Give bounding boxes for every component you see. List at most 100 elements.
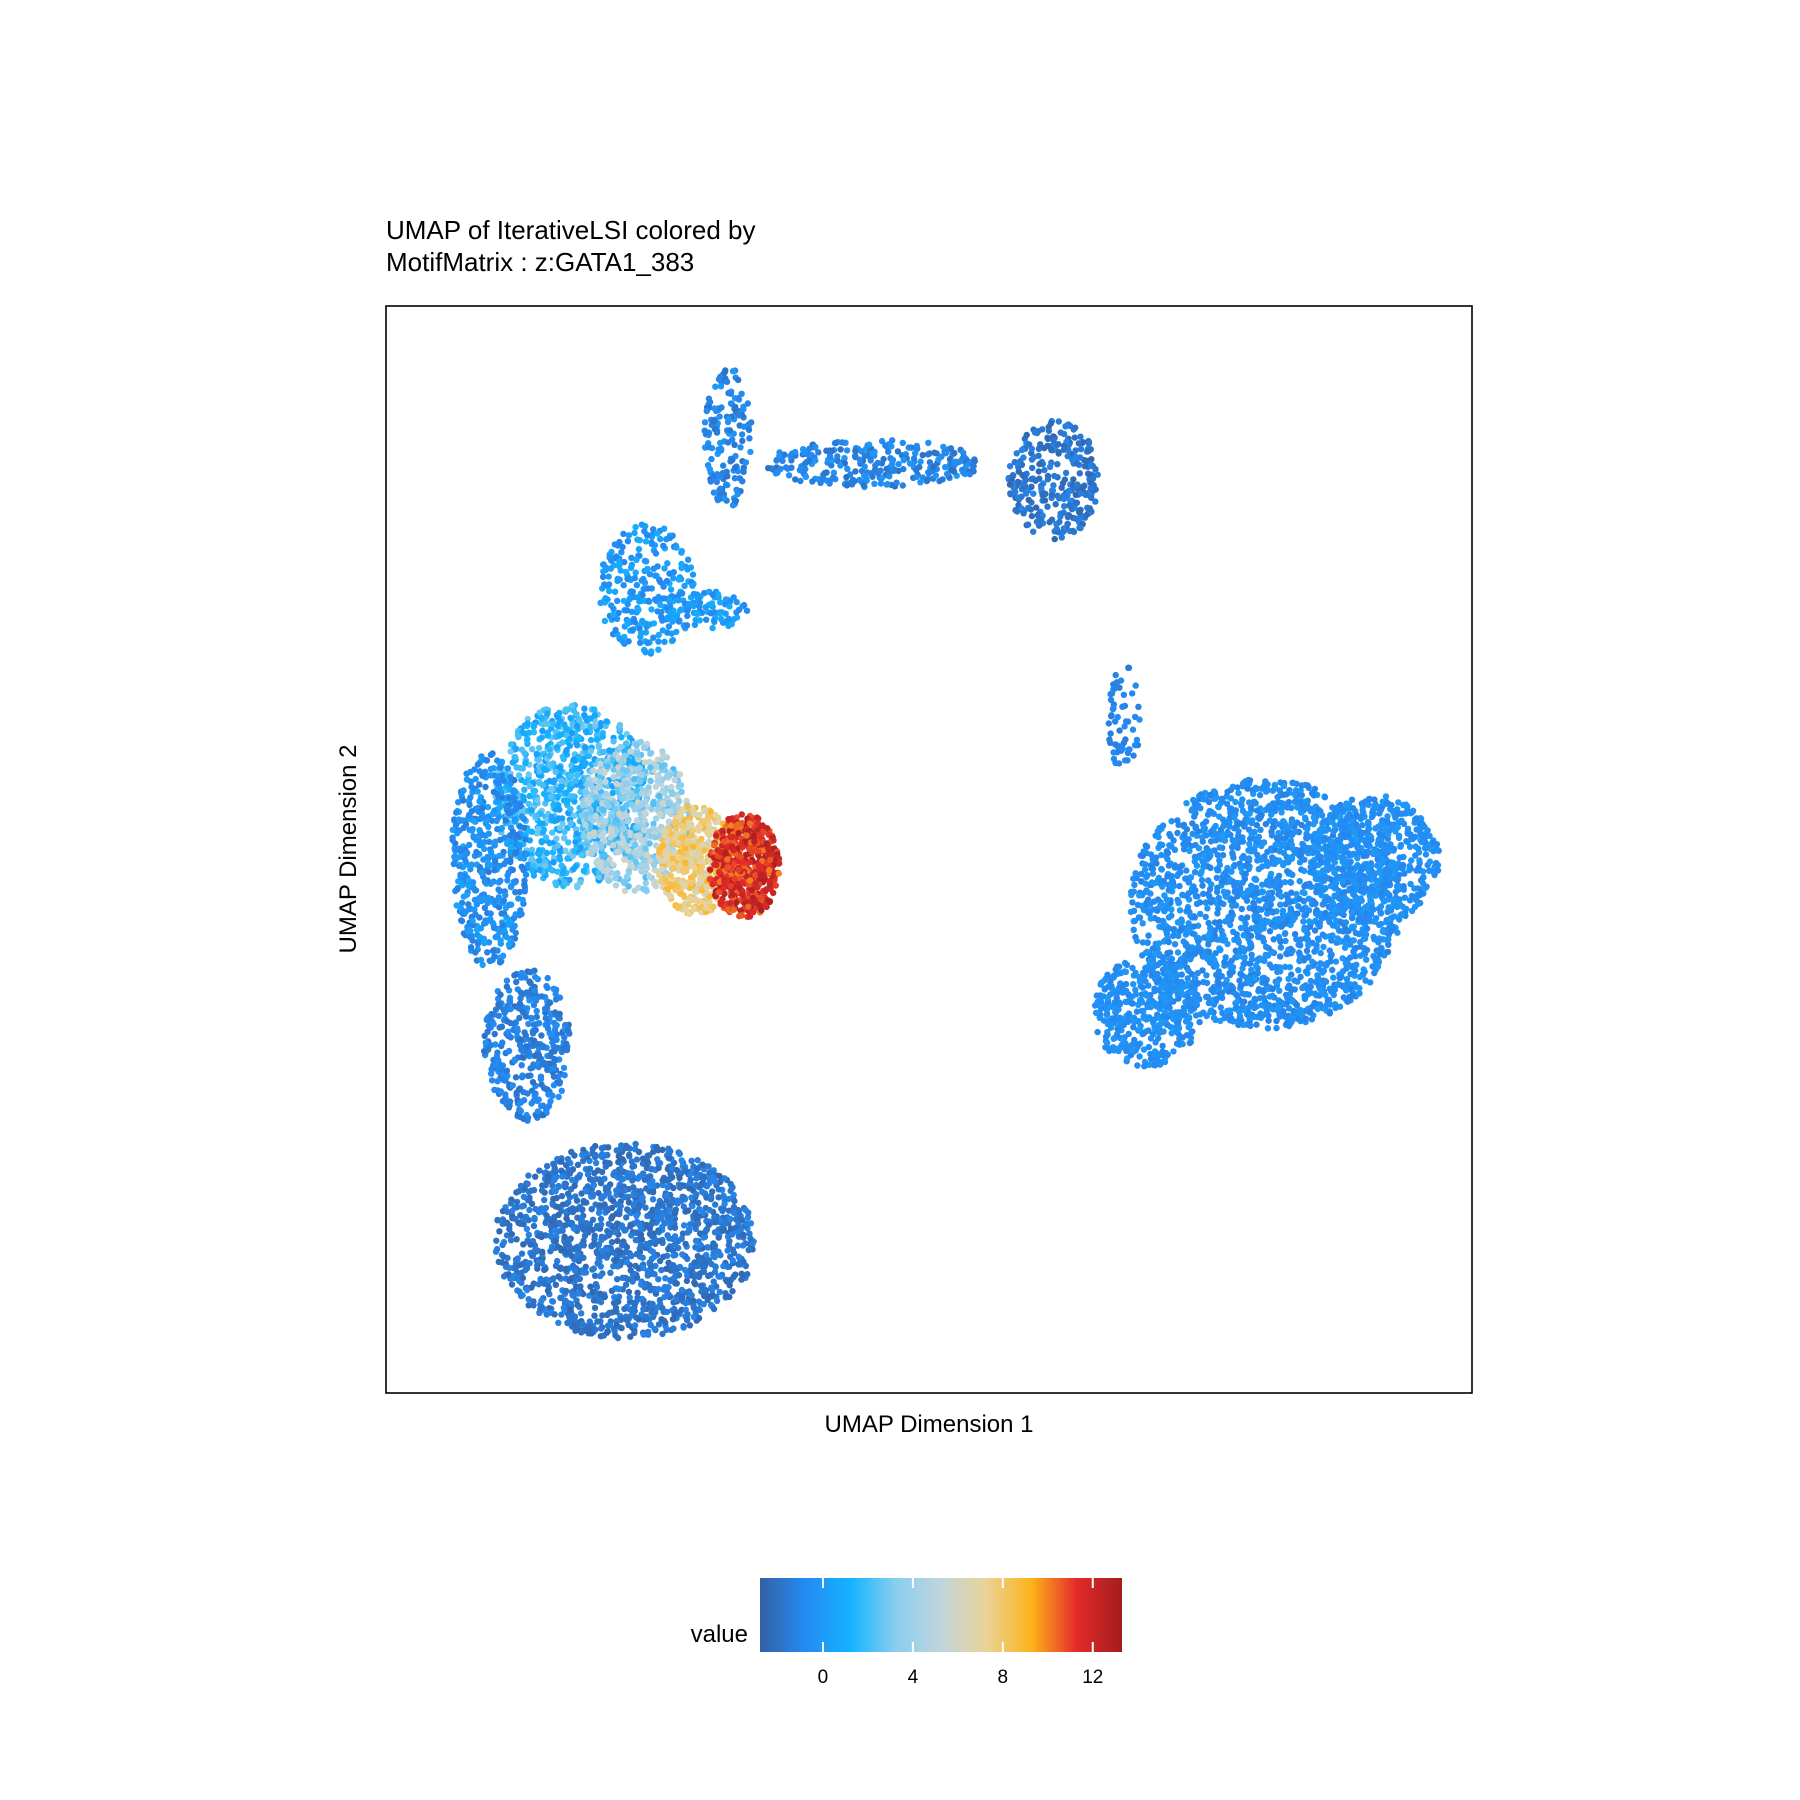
scatter-point <box>467 933 474 941</box>
scatter-point <box>735 606 743 614</box>
scatter-point <box>521 750 528 757</box>
scatter-point <box>729 436 736 443</box>
scatter-point <box>671 776 678 784</box>
scatter-point <box>521 786 528 793</box>
scatter-point <box>707 610 715 617</box>
scatter-point <box>605 1220 612 1228</box>
scatter-point <box>900 456 907 464</box>
scatter-point <box>536 709 543 716</box>
scatter-point <box>852 447 859 454</box>
scatter-point <box>604 763 611 770</box>
scatter-point <box>679 590 686 597</box>
scatter-point <box>730 906 737 913</box>
scatter-point <box>521 824 528 831</box>
scatter-point <box>614 575 621 582</box>
scatter-point <box>654 608 661 615</box>
scatter-point <box>1051 535 1058 543</box>
scatter-point <box>683 622 691 629</box>
scatter-point <box>1039 492 1046 499</box>
scatter-point <box>749 908 756 916</box>
scatter-point <box>591 712 598 719</box>
scatter-point <box>808 451 815 459</box>
scatter-point <box>476 933 484 941</box>
scatter-point <box>495 1012 502 1019</box>
scatter-point <box>586 833 593 840</box>
scatter-point <box>592 722 599 730</box>
scatter-point <box>489 956 496 963</box>
scatter-point <box>1038 516 1045 523</box>
scatter-point <box>648 606 655 613</box>
scatter-point <box>594 857 602 864</box>
scatter-point <box>529 1079 537 1086</box>
scatter-point <box>631 775 638 783</box>
scatter-point <box>724 864 732 871</box>
scatter-point <box>1018 446 1025 454</box>
scatter-point <box>727 900 734 907</box>
scatter-point <box>675 597 682 604</box>
scatter-point <box>453 809 460 816</box>
scatter-point <box>669 790 676 798</box>
scatter-point <box>570 865 577 873</box>
scatter-point <box>546 999 554 1006</box>
scatter-point <box>754 847 762 855</box>
scatter-point <box>740 423 748 430</box>
scatter-point <box>487 848 495 855</box>
scatter-point <box>880 455 887 463</box>
scatter-point <box>503 857 510 864</box>
scatter-point <box>1030 528 1037 535</box>
scatter-point <box>517 907 524 914</box>
scatter-point <box>477 956 485 964</box>
scatter-point <box>809 478 816 485</box>
scatter-point <box>638 521 646 528</box>
scatter-point <box>888 443 895 450</box>
scatter-point <box>612 882 620 889</box>
scatter-point <box>595 784 602 791</box>
scatter-point <box>528 856 536 863</box>
scatter-point <box>610 842 617 849</box>
scatter-point <box>632 523 639 531</box>
scatter-point <box>1064 453 1071 460</box>
scatter-point <box>905 444 912 451</box>
scatter-point <box>666 597 673 604</box>
scatter-point <box>826 453 834 460</box>
scatter-point <box>527 969 534 976</box>
scatter-point <box>595 743 603 750</box>
scatter-point <box>765 867 773 874</box>
scatter-point <box>657 535 664 543</box>
scatter-point <box>534 1041 541 1048</box>
scatter-point <box>720 885 727 892</box>
scatter-point <box>1092 498 1099 505</box>
scatter-point <box>720 838 728 845</box>
scatter-point <box>489 947 497 954</box>
scatter-point <box>638 865 645 873</box>
scatter-point <box>526 783 534 790</box>
scatter-point <box>547 793 555 800</box>
scatter-point <box>562 706 569 713</box>
scatter-point <box>639 591 646 599</box>
scatter-point <box>487 765 495 773</box>
scatter-point <box>665 886 672 893</box>
scatter-point <box>1069 527 1077 535</box>
scatter-point <box>632 1140 639 1148</box>
scatter-point <box>604 866 611 873</box>
scatter-point <box>567 819 575 827</box>
scatter-point <box>481 1032 488 1040</box>
scatter-point <box>659 800 666 807</box>
scatter-point <box>1048 491 1056 499</box>
scatter-point <box>506 1225 513 1233</box>
scatter-point <box>494 757 501 764</box>
scatter-point <box>675 576 683 583</box>
scatter-point <box>837 446 844 453</box>
scatter-point <box>1064 513 1072 521</box>
scatter-point <box>737 853 744 860</box>
scatter-point <box>688 850 695 857</box>
scatter-point <box>523 850 531 858</box>
scatter-point <box>660 525 668 532</box>
scatter-point <box>579 723 586 731</box>
scatter-point <box>640 827 648 834</box>
scatter-point <box>932 472 940 479</box>
scatter-point <box>711 405 718 412</box>
scatter-point <box>601 581 608 588</box>
scatter-point <box>1009 472 1017 479</box>
scatter-point <box>535 850 543 858</box>
